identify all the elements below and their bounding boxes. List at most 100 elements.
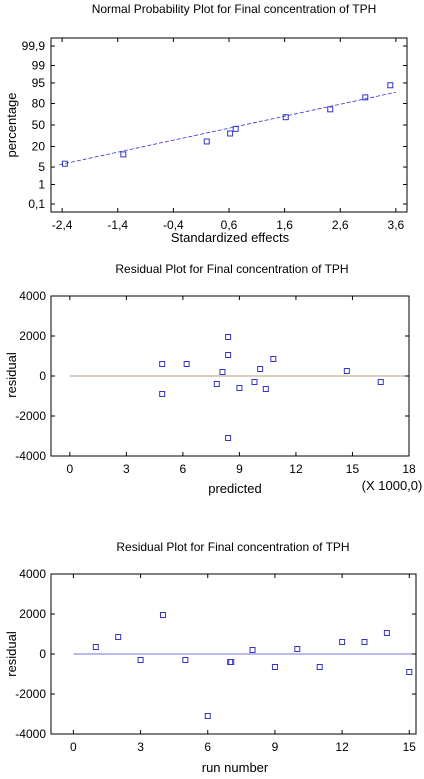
x-axis-label-2: predicted: [208, 481, 261, 496]
y-ticks-2: -4000 -2000 0 2000 4000: [15, 289, 409, 463]
run-point-8: [249, 647, 256, 653]
x-tick-label-2-3: 9: [236, 462, 243, 476]
y-tick-label-2-0: -4000: [15, 449, 46, 463]
x-tick-label-3-1: 3: [137, 740, 144, 754]
x-tick-label-1-2: -0,4: [163, 218, 184, 232]
normal-point-8: [387, 82, 394, 89]
y-axis-label-2: residual: [4, 352, 19, 398]
normal-point-5: [282, 114, 289, 121]
chart-title-1: Normal Probability Plot for Final concen…: [92, 2, 377, 16]
y-tick-label-1-2: 5: [38, 160, 45, 174]
run-point-14: [383, 630, 390, 636]
residual-vs-run-number-plot: Residual Plot for Final concentration of…: [4, 540, 417, 775]
run-point-11: [316, 664, 323, 670]
run-point-5: [204, 713, 211, 719]
plot-frame-1: [50, 37, 408, 213]
x-tick-label-2-5: 15: [346, 462, 360, 476]
run-point-12: [339, 639, 346, 645]
x-tick-label-2-1: 3: [123, 462, 130, 476]
y-tick-label-2-3: 2000: [19, 329, 46, 343]
predicted-point-12: [270, 356, 277, 362]
fit-line-1: [59, 91, 396, 166]
y-tick-label-3-2: 0: [39, 647, 46, 661]
predicted-point-0: [159, 361, 166, 367]
y-tick-label-1-3: 20: [32, 140, 46, 154]
x-ticks-2: 0 3 6 9 12 15 18: [66, 296, 416, 476]
x-tick-label-3-0: 0: [70, 740, 77, 754]
x-tick-label-2-0: 0: [66, 462, 73, 476]
x-tick-label-3-3: 9: [272, 740, 279, 754]
y-tick-label-1-8: 99,9: [22, 39, 46, 53]
normal-point-2: [203, 138, 210, 145]
data-points-1: [61, 82, 394, 167]
predicted-point-8: [236, 385, 243, 391]
run-point-9: [271, 664, 278, 670]
x-tick-label-1-3: 0,6: [221, 218, 238, 232]
y-ticks-1: 0,1 1 5 20 50 80 95 99 99,9: [22, 39, 407, 211]
predicted-point-7: [225, 435, 232, 441]
predicted-point-10: [257, 366, 264, 372]
x-multiplier-label-2: (X 1000,0): [362, 478, 423, 493]
y-tick-label-1-1: 1: [38, 177, 45, 191]
residual-vs-predicted-plot: Residual Plot for Final concentration of…: [4, 262, 422, 496]
run-point-0: [92, 644, 99, 650]
y-ticks-3: -4000 -2000 0 2000 4000: [15, 567, 416, 741]
normal-point-4: [232, 125, 239, 132]
y-tick-label-3-3: 2000: [19, 607, 46, 621]
y-tick-label-1-6: 95: [32, 76, 46, 90]
predicted-point-4: [219, 369, 226, 375]
predicted-point-11: [262, 386, 269, 392]
x-tick-label-3-4: 12: [335, 740, 349, 754]
predicted-point-2: [183, 361, 190, 367]
run-point-7: [228, 659, 235, 665]
x-axis-label-3: run number: [202, 760, 269, 775]
predicted-point-14: [377, 379, 384, 385]
chart-title-3: Residual Plot for Final concentration of…: [116, 540, 349, 554]
run-point-10: [294, 646, 301, 652]
predicted-point-6: [225, 352, 232, 358]
normal-probability-plot: Normal Probability Plot for Final concen…: [4, 2, 408, 245]
y-tick-label-1-0: 0,1: [28, 197, 45, 211]
y-tick-label-3-0: -4000: [15, 727, 46, 741]
x-tick-label-3-5: 15: [403, 740, 417, 754]
chart-title-2: Residual Plot for Final concentration of…: [115, 262, 348, 276]
y-tick-label-1-7: 99: [32, 59, 46, 73]
normal-point-0: [61, 160, 68, 167]
normal-point-7: [362, 94, 369, 101]
x-tick-label-2-2: 6: [180, 462, 187, 476]
predicted-point-3: [213, 381, 220, 387]
run-point-4: [182, 657, 189, 663]
x-tick-label-1-1: -1,4: [107, 218, 128, 232]
x-ticks-3: 0 3 6 9 12 15: [70, 574, 416, 754]
x-tick-label-1-6: 3,6: [388, 218, 405, 232]
run-point-15: [406, 669, 413, 675]
y-tick-label-2-1: -2000: [15, 409, 46, 423]
y-tick-label-2-2: 0: [39, 369, 46, 383]
predicted-point-5: [225, 334, 232, 340]
y-tick-label-1-5: 80: [32, 96, 46, 110]
x-tick-label-2-4: 12: [289, 462, 303, 476]
predicted-point-13: [343, 368, 350, 374]
predicted-point-1: [159, 391, 166, 397]
run-point-1: [115, 634, 122, 640]
x-axis-label-1: Standardized effects: [171, 230, 290, 245]
y-axis-label-3: residual: [4, 631, 19, 677]
data-points-3: [92, 612, 413, 719]
x-ticks-1: -2,4 -1,4 -0,4 0,6 1,6 2,6 3,6: [52, 38, 405, 232]
y-axis-label-1: percentage: [4, 92, 19, 157]
fit-line: [59, 91, 396, 166]
x-tick-label-1-4: 1,6: [276, 218, 293, 232]
predicted-point-9: [251, 379, 258, 385]
x-tick-label-1-5: 2,6: [332, 218, 349, 232]
data-points-2: [159, 334, 384, 441]
y-tick-label-3-1: -2000: [15, 687, 46, 701]
x-tick-label-3-2: 6: [204, 740, 211, 754]
normal-point-3: [227, 130, 234, 137]
normal-point-1: [120, 151, 127, 158]
run-point-2: [137, 657, 144, 663]
x-tick-label-1-0: -2,4: [52, 218, 73, 232]
run-point-13: [361, 639, 368, 645]
normal-point-6: [327, 106, 334, 113]
y-tick-label-2-4: 4000: [19, 289, 46, 303]
